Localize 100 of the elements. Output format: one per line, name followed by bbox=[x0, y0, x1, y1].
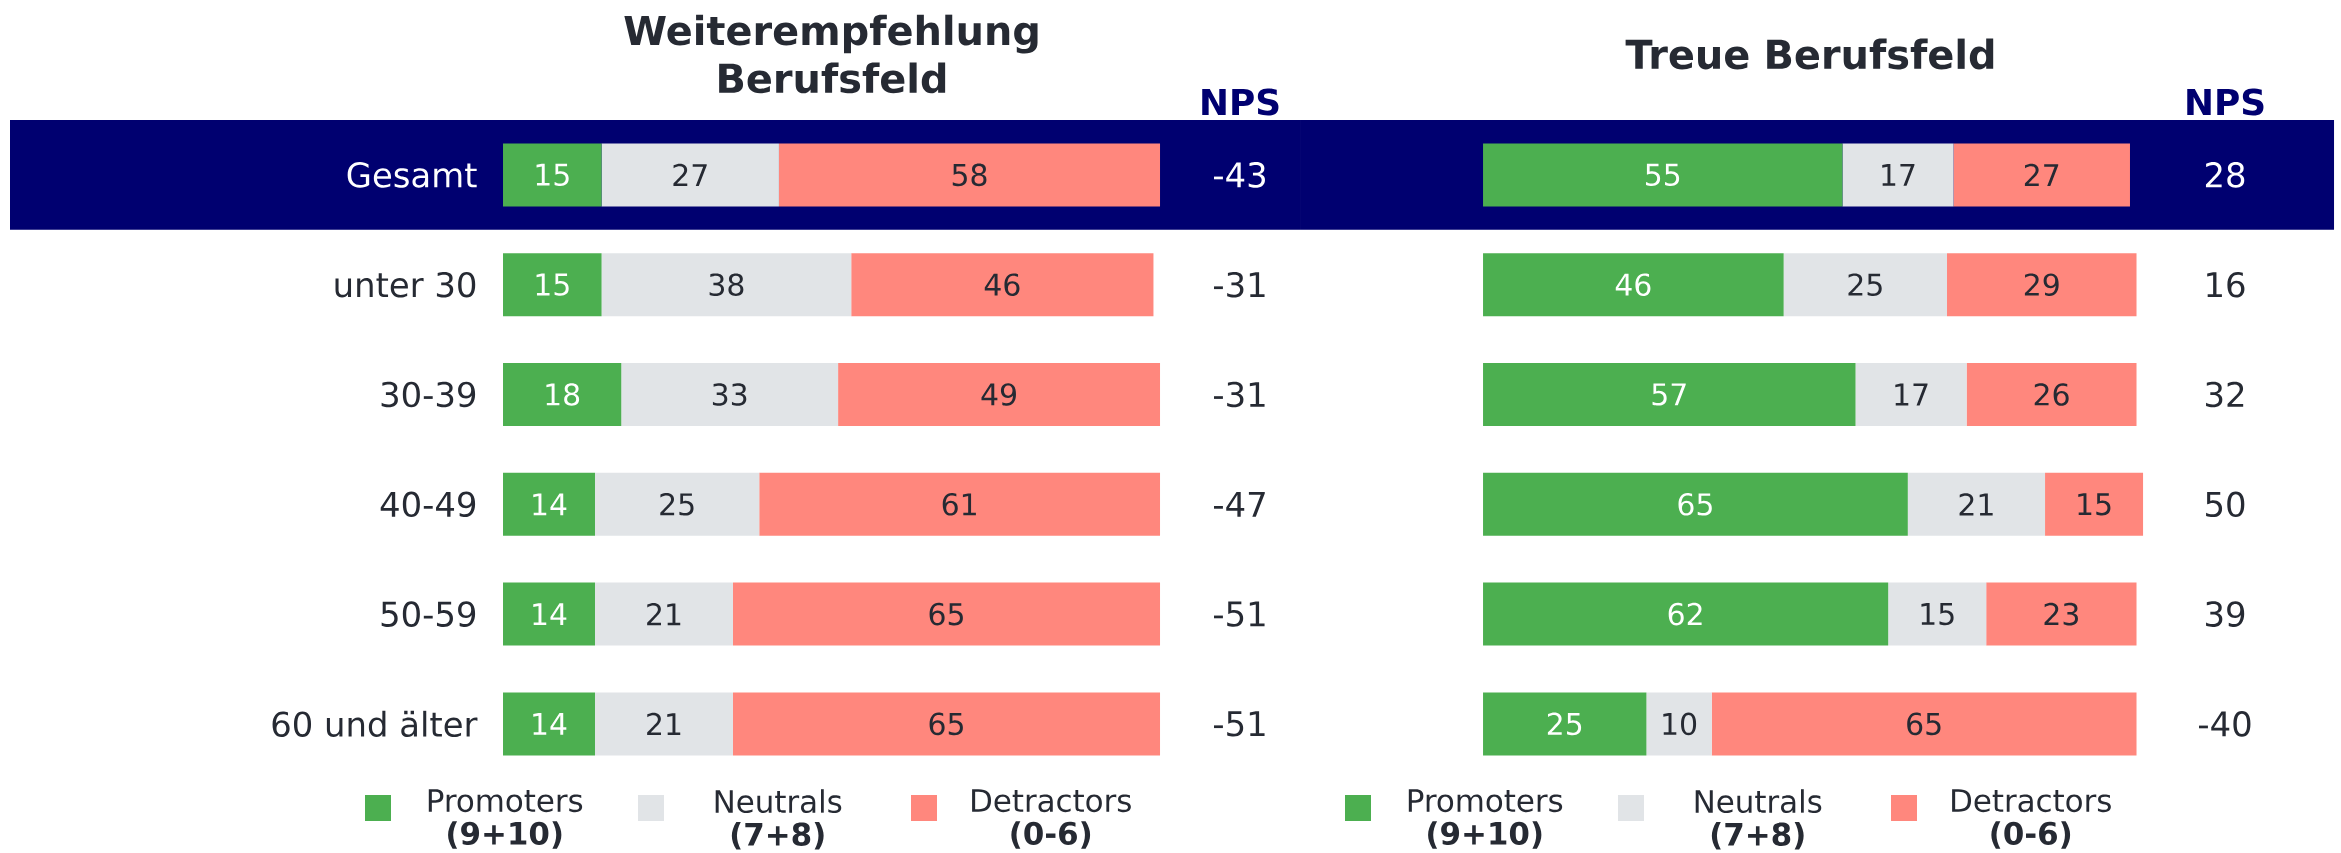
data-label: 38 bbox=[709, 273, 744, 296]
data-label: 62 bbox=[1668, 602, 1702, 626]
data-label: 17 bbox=[1882, 163, 1915, 186]
bar bbox=[1483, 472, 1908, 536]
text: -40 bbox=[2199, 711, 2251, 737]
text: 39 bbox=[2206, 601, 2245, 627]
bar bbox=[1966, 363, 2137, 426]
y-tick-label: 60 und älter bbox=[272, 710, 478, 738]
bar bbox=[1646, 692, 1712, 756]
bar bbox=[601, 143, 779, 207]
data-label: 10 bbox=[1663, 712, 1697, 736]
data-label: 21 bbox=[647, 712, 681, 735]
bar bbox=[1888, 582, 1987, 646]
data-label: 65 bbox=[929, 602, 963, 626]
text: 28 bbox=[2205, 162, 2245, 188]
y-tick-label: Gesamt bbox=[347, 162, 477, 188]
bar bbox=[1842, 143, 1954, 207]
data-label: 27 bbox=[2024, 163, 2059, 186]
data-label: 14 bbox=[533, 713, 567, 735]
data-label: 23 bbox=[2044, 602, 2078, 626]
data-label: 49 bbox=[981, 383, 1016, 406]
bar bbox=[621, 363, 839, 426]
y-tick-label: 50-59 bbox=[381, 601, 476, 627]
data-label: 46 bbox=[1615, 273, 1651, 296]
data-label: 15 bbox=[536, 163, 569, 186]
data-label: 25 bbox=[660, 492, 694, 516]
bar bbox=[594, 472, 760, 536]
text: NPS bbox=[1202, 88, 1279, 116]
data-label: 15 bbox=[1921, 602, 1954, 626]
bar bbox=[1783, 253, 1948, 317]
bar bbox=[732, 692, 1161, 756]
text: -51 bbox=[1214, 711, 1265, 737]
bar bbox=[2045, 472, 2144, 536]
bar bbox=[503, 692, 595, 756]
legend-label: Neutrals (7+8) bbox=[715, 789, 842, 850]
bar bbox=[503, 253, 602, 317]
legend-label: Detractors (0-6) bbox=[972, 789, 1131, 849]
data-label: 55 bbox=[1646, 163, 1680, 186]
data-label: 25 bbox=[1848, 273, 1882, 296]
data-label: 58 bbox=[952, 163, 987, 187]
bar bbox=[1483, 582, 1889, 646]
bar bbox=[1483, 143, 1843, 207]
bar bbox=[1483, 692, 1647, 756]
text: -47 bbox=[1214, 491, 1265, 517]
bar bbox=[759, 472, 1161, 536]
data-label: 46 bbox=[984, 273, 1020, 296]
text: 50 bbox=[2206, 491, 2245, 518]
data-label: 27 bbox=[673, 163, 707, 186]
data-label: 14 bbox=[533, 603, 567, 625]
text: 16 bbox=[2207, 271, 2245, 298]
data-label: 17 bbox=[1895, 383, 1928, 406]
bar bbox=[1711, 692, 2137, 756]
bar bbox=[1953, 143, 2130, 207]
data-label: 14 bbox=[533, 493, 567, 516]
bar bbox=[503, 582, 595, 646]
text: -43 bbox=[1214, 162, 1265, 188]
bar bbox=[601, 253, 852, 317]
bar bbox=[503, 143, 602, 207]
bar bbox=[503, 472, 595, 536]
bar bbox=[838, 363, 1161, 426]
data-label: 15 bbox=[2078, 493, 2111, 516]
bar bbox=[1483, 253, 1784, 317]
data-label: 26 bbox=[2034, 383, 2069, 406]
data-label: 57 bbox=[1652, 383, 1686, 406]
bar bbox=[1907, 472, 2046, 536]
bar bbox=[594, 582, 733, 646]
bar bbox=[1855, 363, 1967, 426]
legend-label: Promoters (9+10) bbox=[1408, 789, 1563, 849]
text: NPS bbox=[2187, 88, 2264, 116]
legend-label: Promoters (9+10) bbox=[428, 789, 583, 849]
data-label: 65 bbox=[929, 712, 963, 736]
bar bbox=[503, 363, 622, 426]
data-label: 61 bbox=[942, 492, 976, 516]
text: -51 bbox=[1214, 601, 1265, 627]
data-label: 29 bbox=[2024, 273, 2059, 296]
data-label: 25 bbox=[1547, 712, 1582, 736]
chart-title: Weiterempfehlung Berufsfeld bbox=[624, 14, 1038, 94]
data-label: 65 bbox=[1907, 712, 1941, 736]
data-label: 15 bbox=[536, 273, 569, 296]
y-tick-label: unter 30 bbox=[335, 271, 476, 298]
bar bbox=[1986, 582, 2137, 646]
data-label: 65 bbox=[1678, 492, 1712, 516]
bar bbox=[778, 143, 1161, 207]
data-label: 33 bbox=[712, 383, 747, 406]
bar bbox=[1483, 363, 1856, 426]
text: -31 bbox=[1214, 271, 1265, 298]
text: -31 bbox=[1214, 381, 1265, 408]
bar bbox=[851, 253, 1154, 317]
y-tick-label: 30-39 bbox=[381, 381, 476, 408]
legend-label: Detractors (0-6) bbox=[1952, 789, 2111, 849]
y-tick-label: 40-49 bbox=[380, 491, 476, 518]
chart-title: Treue Berufsfeld bbox=[1625, 38, 1994, 70]
bar bbox=[1947, 253, 2137, 317]
text: 32 bbox=[2206, 381, 2244, 408]
bar bbox=[732, 582, 1161, 646]
legend-label: Neutrals (7+8) bbox=[1695, 789, 1822, 850]
data-label: 21 bbox=[647, 603, 681, 626]
data-label: 18 bbox=[546, 383, 580, 406]
bar bbox=[594, 692, 733, 756]
data-label: 21 bbox=[1959, 493, 1993, 516]
